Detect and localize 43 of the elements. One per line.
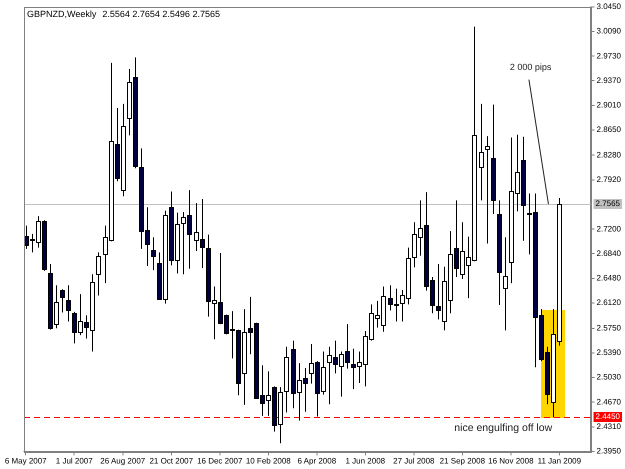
y-tick-label: 2.8280 (596, 150, 622, 160)
candlestick (503, 236, 508, 331)
y-tick-label: 2.5030 (596, 372, 622, 382)
x-tick-label: 16 Dec 2007 (197, 456, 244, 466)
x-tick-label: 27 Jul 2008 (393, 456, 436, 466)
y-tick-label: 2.9370 (596, 76, 622, 85)
y-tick-label: 2.5750 (596, 323, 622, 332)
ref-line-label: 2.7565 (596, 199, 621, 208)
y-tick-label: 2.5390 (596, 348, 622, 358)
chart-subtitle: 2.5564 2.7654 2.5496 2.7565 (102, 8, 220, 19)
x-tick-label: 26 Aug 2007 (100, 456, 146, 466)
y-tick-label: 2.6480 (596, 274, 622, 283)
candlestick (485, 136, 490, 244)
annotation: 2 000 pips (510, 62, 552, 74)
y-tick-label: 2.9730 (596, 51, 622, 60)
y-tick-label: 2.8650 (596, 125, 622, 134)
x-tick-label: 21 Sep 2008 (440, 456, 486, 466)
y-tick-label: 2.9010 (596, 100, 622, 110)
x-tick-label: 1 Jul 2007 (56, 456, 94, 466)
chart-title: GBPNZD,Weekly (27, 8, 96, 19)
x-tick-label: 6 May 2007 (4, 456, 48, 466)
candlestick (60, 288, 65, 314)
y-tick-label: 2.4310 (596, 422, 622, 431)
candlestick (479, 103, 484, 201)
annotation: nice engulfing off low (454, 422, 552, 434)
x-tick-label: 11 Jan 2009 (538, 456, 582, 466)
x-tick-label: 10 Feb 2008 (246, 456, 292, 466)
x-tick-label: 16 Nov 2008 (488, 456, 534, 466)
y-tick-label: 2.6840 (596, 248, 622, 258)
y-tick-label: 2.7920 (596, 175, 622, 184)
y-tick-label: 2.6120 (596, 298, 622, 308)
y-tick-label: 3.0090 (596, 26, 622, 36)
x-tick-label: 1 Jun 2008 (346, 456, 386, 466)
x-tick-label: 21 Oct 2007 (149, 456, 194, 466)
y-tick-label: 2.4670 (596, 397, 622, 406)
y-tick-label: 2.7200 (596, 224, 622, 234)
candlestick (151, 236, 156, 271)
y-tick-label: 2.3950 (596, 446, 622, 456)
x-tick-label: 6 Apr 2008 (297, 456, 337, 466)
candlestick (66, 284, 71, 322)
y-tick-label: 3.0450 (596, 2, 622, 12)
candlestick (96, 252, 101, 296)
ref-line-label: 2.4450 (596, 412, 621, 422)
